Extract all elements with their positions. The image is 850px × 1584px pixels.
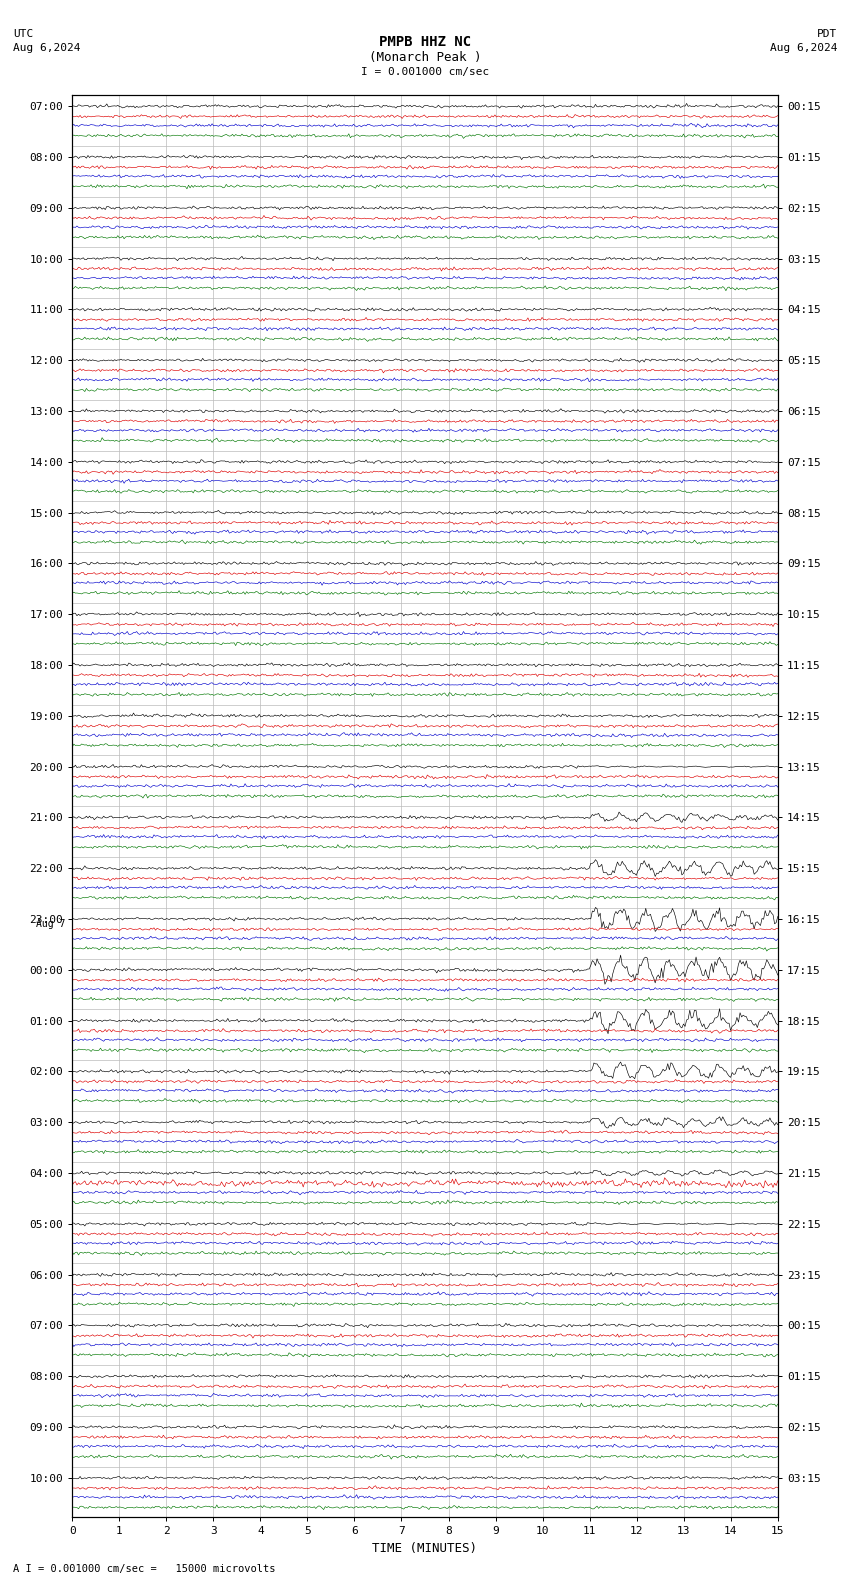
Text: Aug 6,2024: Aug 6,2024 <box>770 43 837 52</box>
Text: PMPB HHZ NC: PMPB HHZ NC <box>379 35 471 49</box>
Text: PDT: PDT <box>817 29 837 38</box>
X-axis label: TIME (MINUTES): TIME (MINUTES) <box>372 1543 478 1555</box>
Text: (Monarch Peak ): (Monarch Peak ) <box>369 51 481 63</box>
Text: A I = 0.001000 cm/sec =   15000 microvolts: A I = 0.001000 cm/sec = 15000 microvolts <box>13 1565 275 1574</box>
Text: Aug 7: Aug 7 <box>36 919 65 930</box>
Text: I = 0.001000 cm/sec: I = 0.001000 cm/sec <box>361 67 489 76</box>
Text: UTC: UTC <box>13 29 33 38</box>
Text: Aug 6,2024: Aug 6,2024 <box>13 43 80 52</box>
